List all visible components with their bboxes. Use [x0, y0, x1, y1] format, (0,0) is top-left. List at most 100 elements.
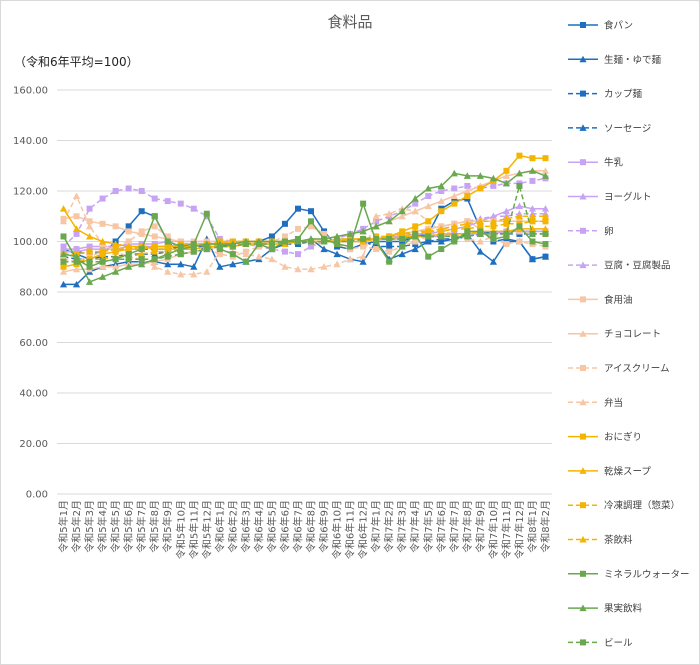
point-marker: [308, 218, 315, 225]
point-marker: [60, 233, 67, 240]
point-marker: [294, 205, 301, 212]
legend-label: 生麺・ゆで麺: [604, 54, 662, 66]
point-marker: [502, 172, 511, 179]
point-marker: [334, 238, 341, 245]
point-marker: [190, 248, 197, 255]
point-marker: [347, 238, 354, 245]
point-marker: [138, 208, 145, 215]
point-marker: [86, 205, 93, 212]
point-marker: [308, 238, 315, 245]
point-marker: [438, 246, 445, 253]
point-marker: [373, 218, 380, 225]
x-tick-label: 令和7年3月: [396, 500, 409, 553]
legend-marker: [579, 604, 587, 612]
point-marker: [281, 220, 288, 227]
point-marker: [112, 188, 119, 194]
point-marker: [503, 220, 510, 227]
legend-label: 弁当: [604, 397, 623, 409]
x-tick-label: 令和6年1月: [213, 500, 226, 553]
point-marker: [541, 205, 550, 212]
point-marker: [85, 232, 94, 240]
point-marker: [463, 187, 471, 194]
series: [60, 182, 549, 265]
point-marker: [60, 243, 67, 250]
point-marker: [60, 258, 67, 265]
point-marker: [112, 223, 119, 230]
point-marker: [86, 263, 93, 270]
point-marker: [451, 238, 458, 245]
point-marker: [451, 200, 458, 207]
point-marker: [112, 268, 120, 275]
point-marker: [489, 217, 497, 225]
x-tick-label: 令和5年4月: [96, 500, 109, 553]
point-marker: [542, 218, 549, 225]
legend-label: ビール: [604, 638, 633, 649]
legend-label: ミネラルウォーター: [604, 569, 690, 580]
point-marker: [151, 263, 159, 270]
legend-label: 食用油: [604, 294, 633, 306]
point-marker: [203, 268, 211, 275]
legend-label: カップ麺: [604, 88, 643, 100]
y-tick-label: 160.00: [13, 86, 48, 97]
point-marker: [477, 223, 484, 230]
legend-marker: [580, 570, 586, 577]
x-tick-label: 令和5年6月: [122, 500, 135, 553]
point-marker: [385, 217, 393, 225]
point-marker: [190, 263, 198, 270]
point-marker: [98, 273, 107, 280]
point-marker: [386, 243, 393, 250]
legend-label: 茶飲料: [604, 534, 633, 546]
legend-marker: [580, 365, 586, 371]
point-marker: [190, 242, 198, 250]
point-marker: [112, 256, 119, 263]
point-marker: [99, 258, 106, 265]
point-marker: [151, 243, 158, 250]
point-marker: [164, 243, 171, 250]
point-marker: [450, 192, 458, 200]
point-marker: [151, 223, 158, 230]
point-marker: [294, 265, 302, 273]
point-marker: [177, 251, 184, 258]
point-marker: [229, 251, 236, 258]
point-marker: [308, 208, 315, 215]
x-tick-label: 令和5年5月: [109, 500, 122, 553]
point-marker: [464, 233, 471, 240]
point-marker: [503, 241, 510, 248]
point-marker: [503, 230, 510, 237]
point-marker: [229, 260, 237, 268]
point-marker: [450, 169, 458, 177]
legend-marker: [579, 192, 587, 200]
point-marker: [125, 238, 132, 245]
x-tick-label: 令和5年7月: [135, 500, 148, 553]
point-marker: [411, 194, 419, 202]
point-marker: [437, 225, 445, 232]
point-marker: [268, 255, 276, 263]
point-marker: [320, 245, 328, 253]
legend-marker: [580, 22, 586, 28]
point-marker: [528, 225, 537, 232]
x-tick-label: 令和7年11月: [500, 500, 513, 559]
legend-label: おにぎり: [604, 431, 642, 443]
x-tick-label: 令和6年5月: [265, 500, 278, 553]
point-marker: [72, 265, 81, 273]
point-marker: [333, 260, 341, 268]
legend-marker: [579, 261, 587, 269]
x-tick-label: 令和8年1月: [526, 500, 539, 553]
point-marker: [437, 182, 445, 189]
x-tick-label: 令和6年8月: [305, 500, 318, 553]
point-marker: [242, 258, 249, 265]
point-marker: [268, 246, 275, 253]
point-marker: [85, 278, 94, 285]
point-marker: [360, 235, 367, 242]
x-tick-label: 令和6年7月: [291, 500, 304, 553]
point-marker: [346, 230, 354, 237]
point-marker: [347, 243, 354, 250]
point-marker: [321, 238, 328, 245]
point-marker: [86, 248, 93, 255]
point-marker: [424, 202, 432, 210]
point-marker: [386, 258, 393, 265]
point-marker: [425, 218, 432, 225]
point-marker: [308, 243, 315, 250]
point-marker: [164, 233, 171, 240]
y-tick-label: 20.00: [19, 439, 48, 450]
